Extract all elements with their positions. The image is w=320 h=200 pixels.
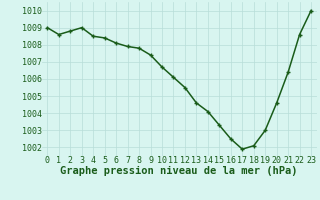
X-axis label: Graphe pression niveau de la mer (hPa): Graphe pression niveau de la mer (hPa) (60, 166, 298, 176)
